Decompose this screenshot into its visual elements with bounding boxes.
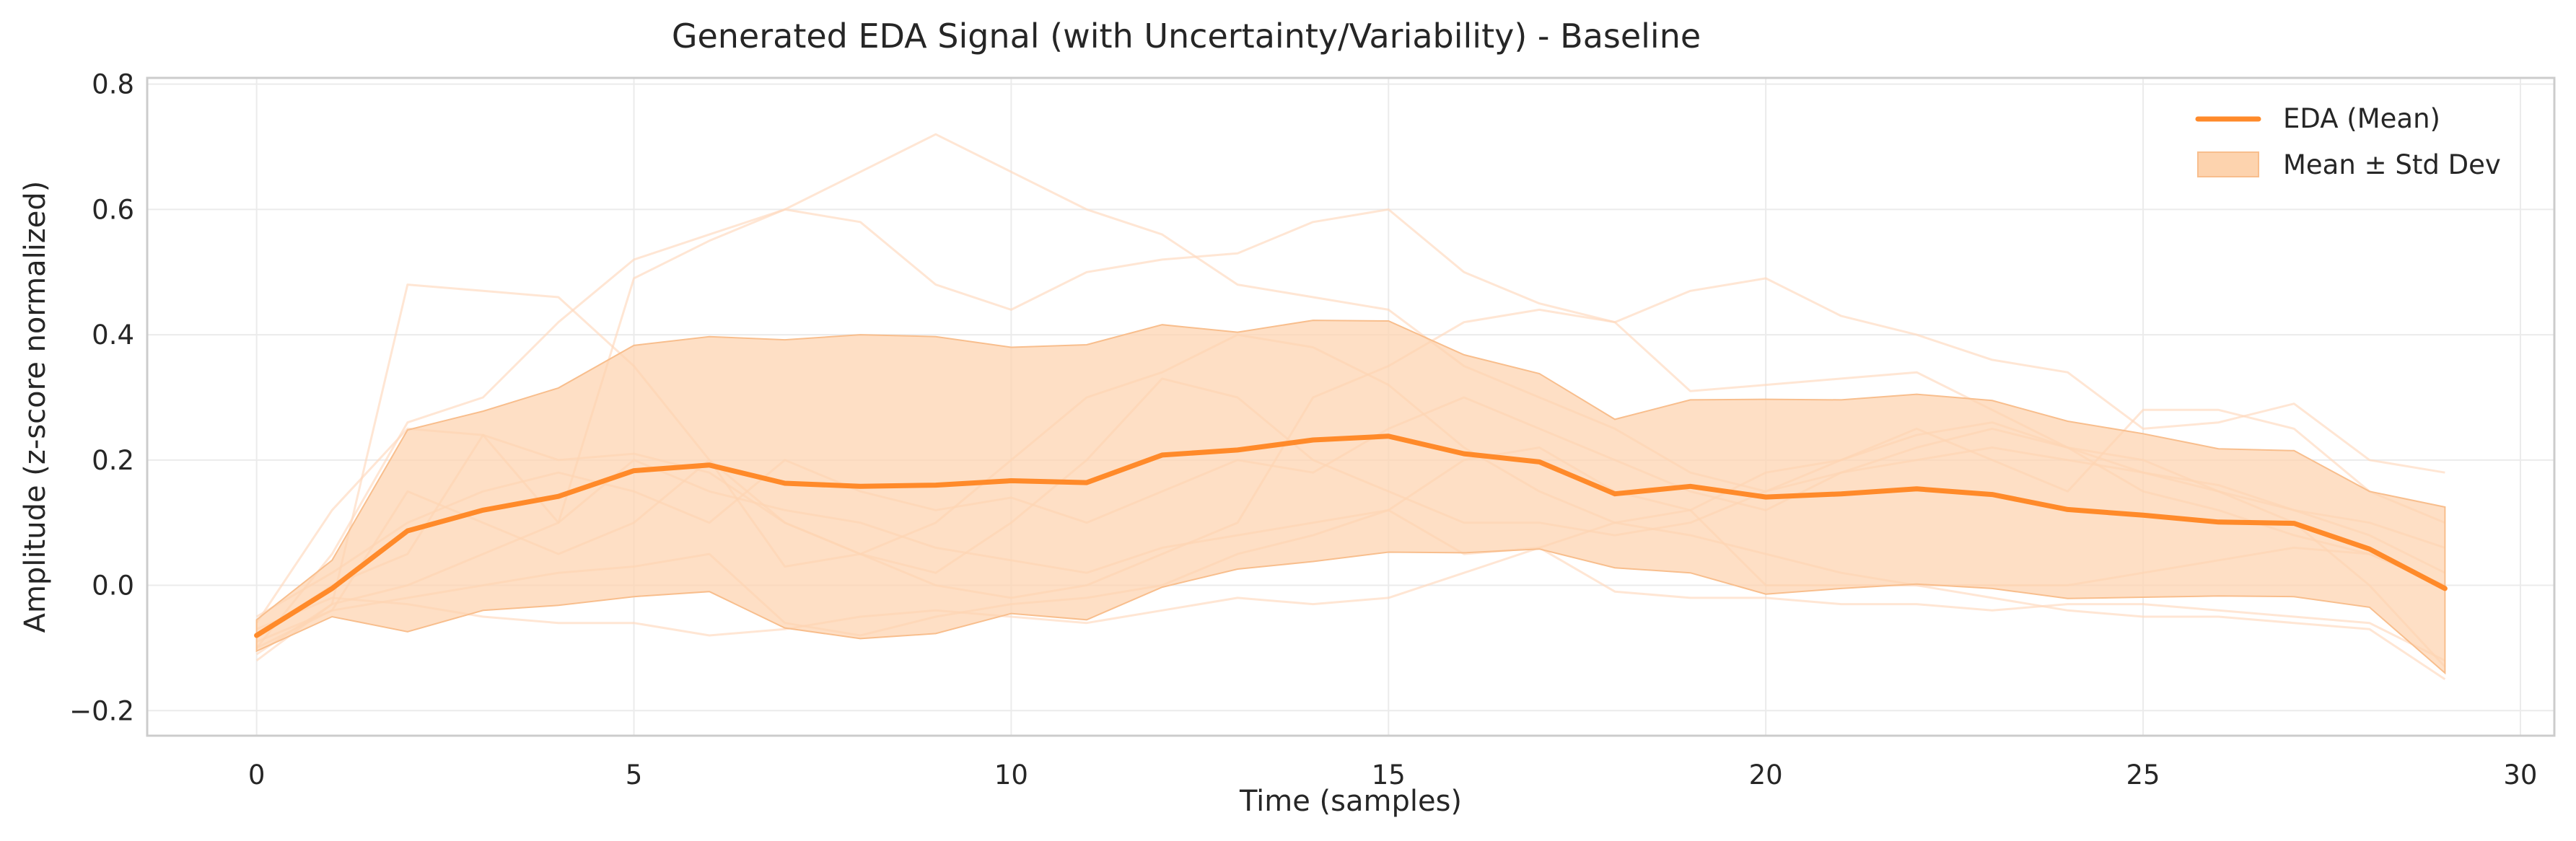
chart-title: Generated EDA Signal (with Uncertainty/V… — [672, 17, 1701, 56]
y-tick-label: −0.2 — [69, 695, 134, 726]
legend-band-swatch — [2197, 151, 2259, 177]
x-tick-label: 0 — [248, 759, 266, 791]
y-tick-label: 0.4 — [92, 320, 134, 351]
x-axis-label: Time (samples) — [1239, 785, 1462, 818]
plot-frame — [146, 76, 2556, 737]
sample-trace-2 — [255, 208, 2445, 624]
legend-mean-label: EDA (Mean) — [2283, 103, 2440, 134]
y-tick-label: 0.6 — [92, 194, 134, 225]
x-tick-label: 20 — [1749, 759, 1783, 791]
y-axis-ticks: −0.2 0.0 0.2 0.4 0.6 0.8 — [69, 69, 134, 727]
x-tick-label: 15 — [1372, 759, 1406, 791]
y-tick-label: 0.0 — [92, 571, 134, 602]
mean-line — [254, 433, 2448, 638]
legend-band-label: Mean ± Std Dev — [2283, 149, 2501, 180]
y-axis-label: Amplitude (z-score normalized) — [19, 181, 52, 633]
x-tick-label: 5 — [626, 759, 643, 791]
x-axis-ticks: 0 5 10 15 20 25 30 — [248, 759, 2538, 791]
std-dev-band-area — [255, 320, 2446, 675]
legend: EDA (Mean) Mean ± Std Dev — [2195, 103, 2501, 180]
x-tick-label: 30 — [2503, 759, 2537, 791]
std-dev-band — [255, 320, 2446, 675]
y-tick-label: 0.2 — [92, 445, 134, 476]
x-tick-label: 25 — [2126, 759, 2160, 791]
y-tick-label: 0.8 — [92, 69, 134, 100]
x-tick-label: 10 — [994, 759, 1028, 791]
mean-series — [254, 433, 2448, 638]
